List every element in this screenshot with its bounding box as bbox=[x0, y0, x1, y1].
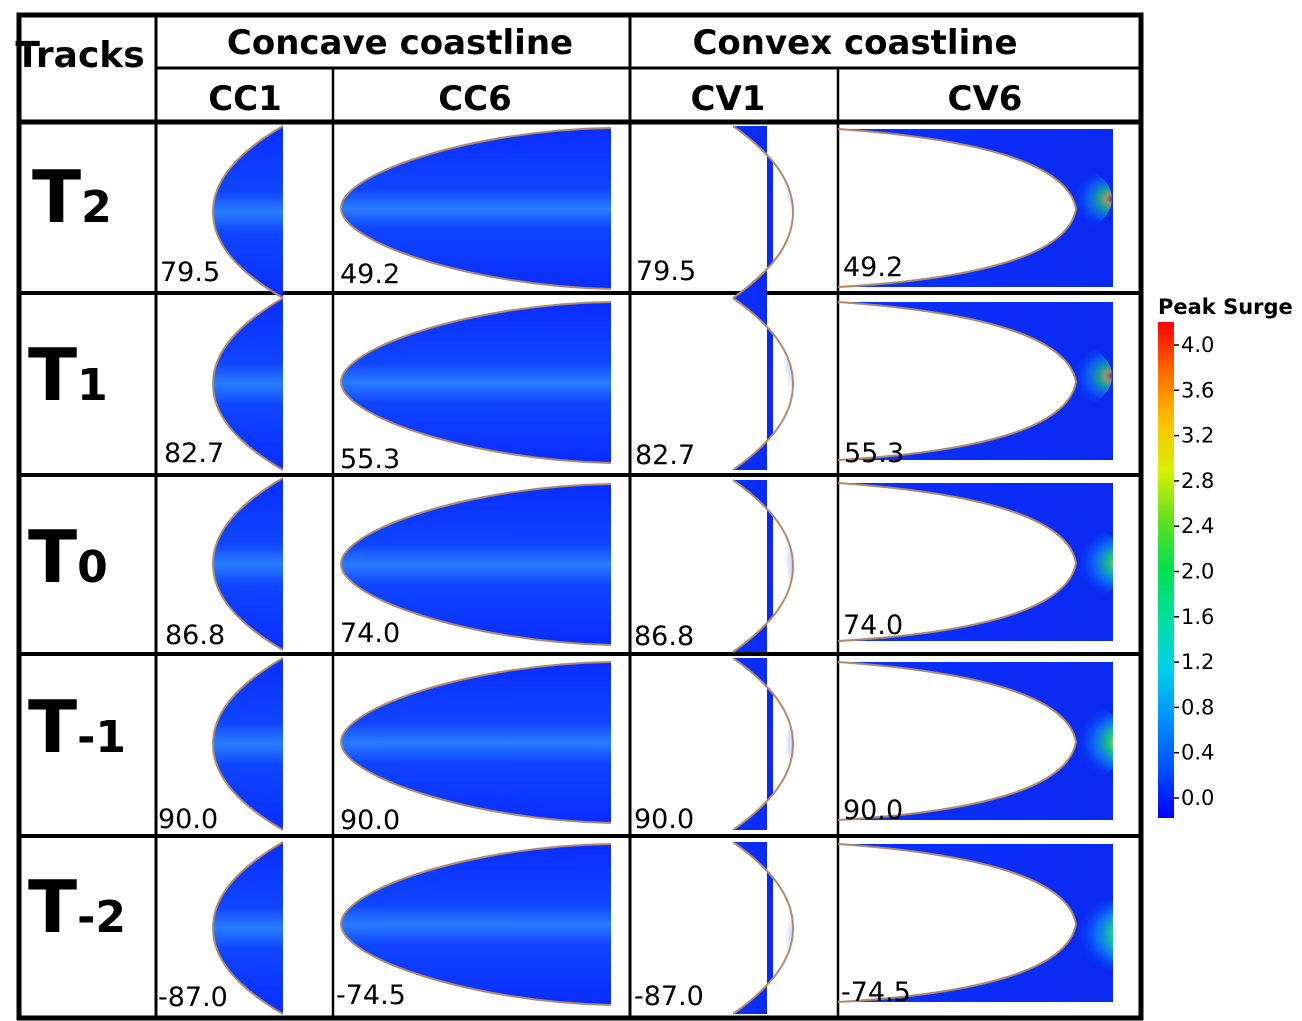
value-label: -87.0 bbox=[634, 981, 704, 1012]
legend-tick-label: 3.2 bbox=[1181, 424, 1214, 448]
value-label: 90.0 bbox=[634, 804, 694, 835]
value-label: -87.0 bbox=[158, 982, 228, 1013]
track-label-t1: T1 bbox=[28, 333, 108, 417]
legend-tick-label: 2.8 bbox=[1181, 469, 1214, 493]
map-cv1-t2 bbox=[732, 125, 795, 299]
map-cc6-t1 bbox=[339, 301, 612, 464]
value-label: 74.0 bbox=[843, 610, 903, 641]
track-letter: T bbox=[32, 155, 81, 239]
value-label: 49.2 bbox=[843, 252, 903, 283]
track-letter: T bbox=[28, 333, 77, 417]
track-subscript: -1 bbox=[77, 712, 126, 763]
value-label: 90.0 bbox=[843, 795, 903, 826]
value-label: 86.8 bbox=[165, 620, 225, 651]
track-label-t-minus-2: T-2 bbox=[28, 865, 126, 949]
track-subscript: 2 bbox=[81, 182, 112, 233]
map-cv1-t-2 bbox=[732, 841, 795, 1015]
map-cc6-t2 bbox=[339, 127, 612, 290]
legend-tick-label: 2.0 bbox=[1181, 560, 1214, 584]
colorbar bbox=[1158, 322, 1174, 818]
value-label: 82.7 bbox=[635, 440, 695, 471]
map-cv1-t0 bbox=[732, 479, 795, 653]
track-label-t2: T2 bbox=[32, 155, 112, 239]
colorbar-legend: Peak Surge (m) 4.0 3.6 3.2 2.8 2.4 2.0 1.6 1.2 0… bbox=[1158, 295, 1302, 818]
group-header-convex: Convex coastline bbox=[692, 23, 1017, 63]
row-t2: T2 bbox=[32, 125, 1113, 299]
value-label: -74.5 bbox=[841, 977, 911, 1008]
value-label: 90.0 bbox=[340, 805, 400, 836]
track-label-t0: T0 bbox=[28, 515, 108, 599]
map-cc6-t0 bbox=[339, 483, 612, 646]
value-label: 82.7 bbox=[164, 438, 224, 469]
value-label: -74.5 bbox=[336, 980, 406, 1011]
row-t1: T1 bbox=[28, 297, 1113, 475]
legend-tick-label: 4.0 bbox=[1181, 333, 1214, 357]
column-header-cv6: CV6 bbox=[948, 79, 1023, 119]
track-subscript: -2 bbox=[77, 892, 126, 943]
legend-tick-label: 2.4 bbox=[1181, 514, 1214, 538]
track-label-t-minus-1: T-1 bbox=[28, 685, 126, 769]
track-letter: T bbox=[28, 865, 77, 949]
track-letter: T bbox=[28, 685, 77, 769]
value-label: 55.3 bbox=[340, 444, 400, 475]
map-cc6-t-2 bbox=[339, 843, 612, 1006]
value-label: 49.2 bbox=[340, 259, 400, 290]
legend-tick-label: 1.2 bbox=[1181, 650, 1214, 674]
legend-ticks: 4.0 3.6 3.2 2.8 2.4 2.0 1.6 1.2 0.8 0.4 0.0 bbox=[1174, 333, 1214, 810]
legend-title: Peak Surge (m) bbox=[1158, 295, 1302, 319]
tracks-header: Tracks bbox=[15, 35, 144, 76]
legend-tick-label: 3.6 bbox=[1181, 378, 1214, 402]
legend-tick-label: 0.4 bbox=[1181, 741, 1214, 765]
row-t-minus-1: T-1 bbox=[28, 657, 1113, 836]
column-header-cv1: CV1 bbox=[691, 79, 766, 119]
legend-tick-label: 0.8 bbox=[1181, 695, 1214, 719]
track-subscript: 0 bbox=[77, 542, 108, 593]
column-header-cc1: CC1 bbox=[208, 79, 282, 119]
row-t0: T0 bbox=[28, 477, 1113, 653]
value-label: 55.3 bbox=[844, 438, 904, 469]
map-cv1-t-1 bbox=[732, 657, 795, 831]
legend-tick-label: 1.6 bbox=[1181, 605, 1214, 629]
track-letter: T bbox=[28, 515, 77, 599]
value-label: 90.0 bbox=[158, 804, 218, 835]
value-label: 86.8 bbox=[634, 621, 694, 652]
map-cv1-t1 bbox=[732, 297, 795, 471]
value-label: 79.5 bbox=[636, 256, 696, 287]
column-header-cc6: CC6 bbox=[438, 79, 512, 119]
row-t-minus-2: T-2 bbox=[28, 841, 1113, 1015]
value-label: 79.5 bbox=[160, 257, 220, 288]
group-header-concave: Concave coastline bbox=[227, 23, 573, 63]
value-label: 74.0 bbox=[340, 618, 400, 649]
legend-tick-label: 0.0 bbox=[1181, 786, 1214, 810]
track-subscript: 1 bbox=[77, 360, 108, 411]
table-frame bbox=[16, 12, 1144, 1021]
